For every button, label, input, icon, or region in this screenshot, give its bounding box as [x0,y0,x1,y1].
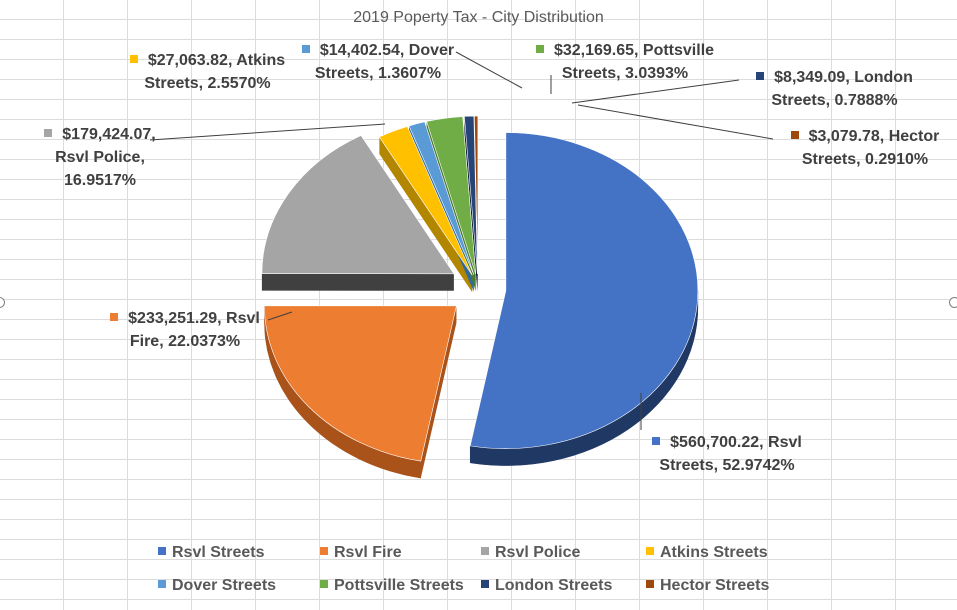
data-label-rsvl-police: $179,424.07, Rsvl Police, 16.9517% [30,123,170,192]
pie-slice-wall-atkins-streets [379,136,473,293]
leader-line-rsvl-fire [267,311,293,321]
data-label-text: Streets, 0.2910% [801,151,929,168]
resize-handle-right[interactable] [949,297,957,308]
data-label-text: Streets, 0.7888% [771,92,898,109]
data-label-line: Streets, 1.3607% [288,62,468,85]
data-label-text: Streets, 3.0393% [561,65,689,82]
pie-slice-dover-streets[interactable] [408,121,475,275]
pie-slice-rsvl-fire[interactable] [264,305,457,462]
legend-item-rsvl-police[interactable]: Rsvl Police [481,544,580,562]
legend-item-hector-streets[interactable]: Hector Streets [646,577,769,595]
data-label-text: Rsvl Police, [55,149,145,166]
legend-item-atkins-streets[interactable]: Atkins Streets [646,544,768,562]
data-label-text: $560,700.22, Rsvl [670,434,802,451]
data-label-text: $8,349.09, London [774,69,913,86]
legend-label: Atkins Streets [660,544,768,561]
legend-item-rsvl-streets[interactable]: Rsvl Streets [158,544,265,562]
data-label-line: $560,700.22, Rsvl [637,431,817,454]
leader-line-hector-streets [577,104,774,140]
data-label-dover-streets: $14,402.54, Dover Streets, 1.3607% [288,39,468,85]
pie-slice-pottsville-streets[interactable] [426,116,477,275]
leader-line-rsvl-police [149,123,386,141]
data-label-line: $14,402.54, Dover [288,39,468,62]
pie-slice-london-streets[interactable] [464,115,478,275]
legend-label: Hector Streets [660,577,770,594]
data-label-line: $233,251.29, Rsvl [100,307,270,330]
pie-slice-rsvl-streets[interactable] [469,132,699,449]
data-label-swatch [756,72,765,80]
legend-label: Rsvl Police [495,544,581,561]
data-label-swatch [535,45,544,53]
legend-swatch [646,547,654,555]
data-label-text: Streets, 52.9742% [659,457,795,474]
data-label-pottsville-streets: $32,169.65, Pottsville Streets, 3.0393% [520,39,730,85]
data-label-line: $8,349.09, London [742,66,927,89]
data-label-text: $14,402.54, Dover [319,42,455,59]
legend-swatch [158,547,166,555]
data-label-line: $32,169.65, Pottsville [520,39,730,62]
data-label-line: Streets, 0.7888% [742,89,927,112]
data-label-swatch [652,437,661,445]
legend-swatch [158,580,166,588]
data-label-text: 16.9517% [63,172,137,189]
legend-item-pottsville-streets[interactable]: Pottsville Streets [320,577,464,595]
data-label-line: 16.9517% [30,169,170,192]
data-label-line: $179,424.07, [30,123,170,146]
pie-slice-rsvl-police[interactable] [261,135,455,275]
pie-slice-hector-streets[interactable] [474,115,479,275]
pie-slice-wall-rsvl-fire [420,305,457,479]
data-label-hector-streets: $3,079.78, Hector Streets, 0.2910% [775,125,955,171]
data-label-rsvl-fire: $233,251.29, Rsvl Fire, 22.0373% [100,307,270,353]
data-label-swatch [110,313,119,321]
data-label-text: $233,251.29, Rsvl [128,310,260,327]
data-label-swatch [44,129,53,137]
pie-slice-wall-london-streets [464,116,478,292]
data-label-line: Streets, 3.0393% [520,62,730,85]
legend-label: Dover Streets [172,577,277,594]
leader-line-london-streets [571,79,740,104]
data-label-line: $27,063.82, Atkins [120,49,295,72]
pie-slice-wall-rsvl-police [261,273,454,291]
data-label-swatch [129,55,138,63]
legend-swatch [320,580,328,588]
pie-slice-atkins-streets[interactable] [378,126,473,276]
legend-label: Pottsville Streets [334,577,464,594]
data-label-line: Fire, 22.0373% [100,330,270,353]
legend-label: Rsvl Fire [334,544,402,561]
legend-item-dover-streets[interactable]: Dover Streets [158,577,276,595]
data-label-line: Streets, 52.9742% [637,454,817,477]
data-label-line: $3,079.78, Hector [775,125,955,148]
chart-title: 2019 Poperty Tax - City Distribution [353,9,604,26]
legend-swatch [646,580,654,588]
data-label-rsvl-streets: $560,700.22, Rsvl Streets, 52.9742% [637,431,817,477]
data-label-atkins-streets: $27,063.82, Atkins Streets, 2.5570% [120,49,295,95]
data-label-london-streets: $8,349.09, London Streets, 0.7888% [742,66,927,112]
data-label-text: Streets, 2.5570% [144,75,271,92]
legend-swatch [481,547,489,555]
leader-line-dover-streets [455,51,523,89]
legend-item-rsvl-fire[interactable]: Rsvl Fire [320,544,402,562]
data-label-swatch [790,131,799,139]
legend-swatch [320,547,328,555]
data-label-line: Streets, 0.2910% [775,148,955,171]
legend-label: Rsvl Streets [172,544,265,561]
data-label-text: Fire, 22.0373% [129,333,241,350]
legend-swatch [481,580,489,588]
data-label-text: $27,063.82, Atkins [147,52,286,69]
data-label-text: $3,079.78, Hector [808,128,940,145]
data-label-text: $179,424.07, [62,126,156,143]
data-label-text: Streets, 1.3607% [314,65,442,82]
data-label-line: Streets, 2.5570% [120,72,295,95]
legend-item-london-streets[interactable]: London Streets [481,577,612,595]
data-label-text: $32,169.65, Pottsville [553,42,715,59]
data-label-line: Rsvl Police, [30,146,170,169]
legend-label: London Streets [495,577,613,594]
data-label-swatch [301,45,310,53]
